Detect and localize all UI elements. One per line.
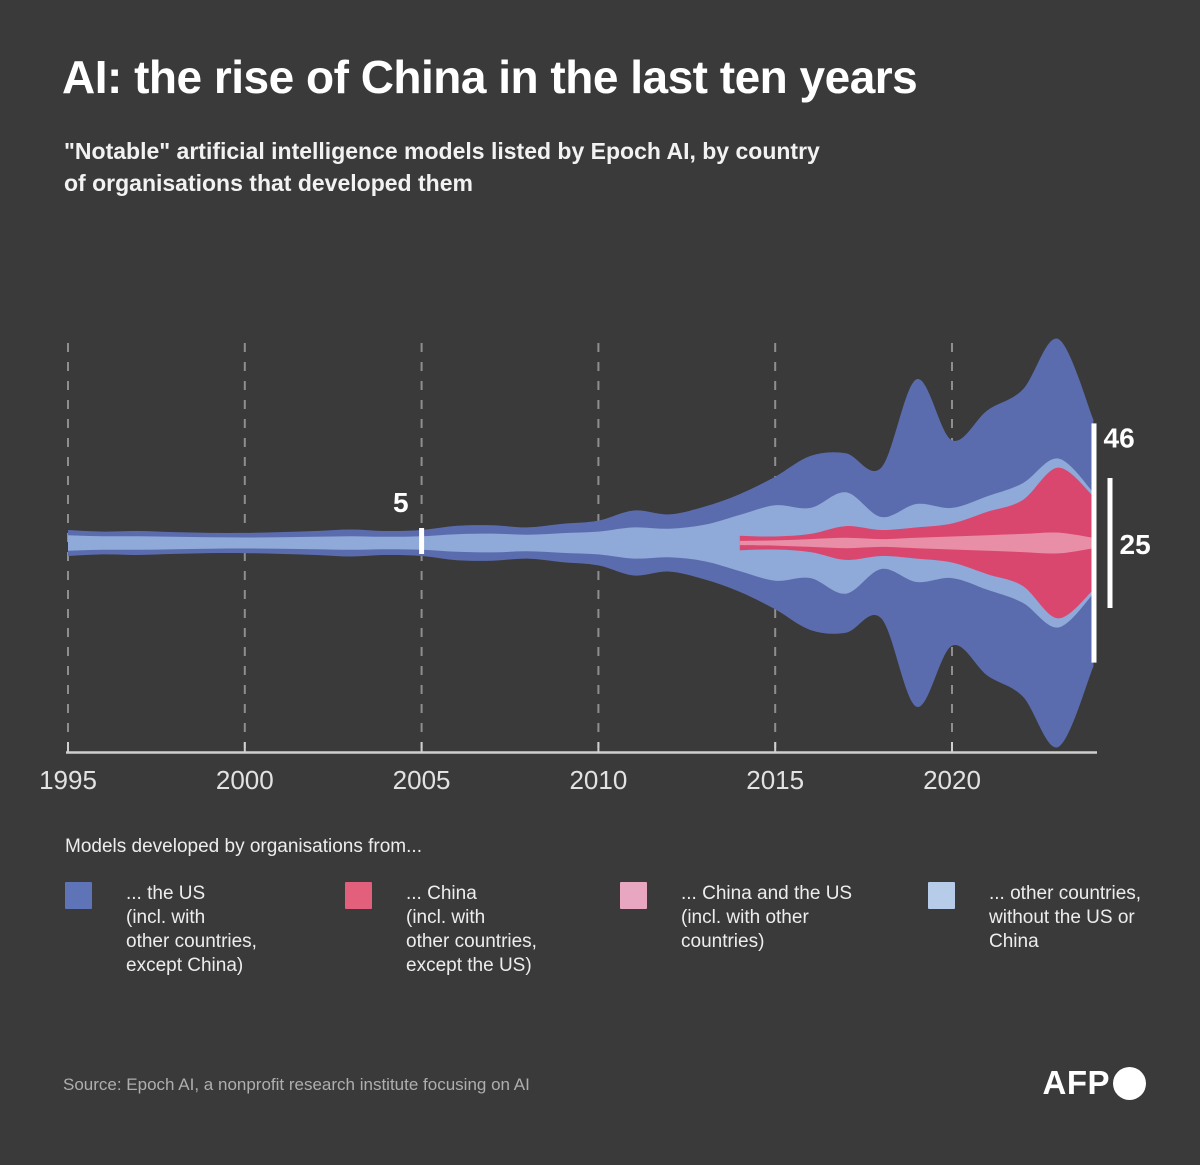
- x-tick-label: 2000: [216, 765, 274, 795]
- subtitle: "Notable" artificial intelligence models…: [64, 138, 820, 196]
- afp-logo-text: AFP: [1042, 1064, 1110, 1101]
- legend-item-other: ... other countries, without the US or C…: [928, 882, 1141, 954]
- source-credit: Source: Epoch AI, a nonprofit research i…: [63, 1075, 530, 1094]
- legend-item-label: ... the US (incl. with other countries, …: [126, 883, 257, 976]
- x-tick-label: 1995: [39, 765, 97, 795]
- stream-layer-china_us: [739, 532, 1094, 554]
- x-tick-label: 2005: [393, 765, 451, 795]
- legend-title: Models developed by organisations from..…: [65, 836, 422, 857]
- annotation-us-count: 46: [1104, 422, 1135, 453]
- legend-item-us: ... the US (incl. with other countries, …: [65, 882, 257, 978]
- annotation-china-count: 25: [1120, 529, 1151, 560]
- other-countries-swatch: [928, 882, 955, 909]
- annotation-2005-tick: [419, 528, 425, 554]
- annotation-2005-label: 5: [393, 487, 409, 518]
- legend-item-china-us: ... China and the US (incl. with other c…: [620, 882, 852, 954]
- china-swatch: [345, 882, 372, 909]
- x-tick-label: 2015: [746, 765, 804, 795]
- page-title: AI: the rise of China in the last ten ye…: [62, 51, 918, 103]
- x-tick-label: 2020: [923, 765, 981, 795]
- legend-item-label: ... China and the US (incl. with other c…: [681, 883, 853, 952]
- legend-item-china: ... China (incl. with other countries, e…: [345, 882, 537, 978]
- afp-logo: AFP: [1042, 1064, 1146, 1102]
- legend-item-label: ... China (incl. with other countries, e…: [406, 883, 537, 976]
- x-tick-label: 2010: [569, 765, 627, 795]
- annotation-china-bracket: [1107, 478, 1113, 608]
- us-swatch: [65, 882, 92, 909]
- stream-layer-other: [68, 458, 1094, 628]
- legend-item-label: ... other countries, without the US or C…: [989, 883, 1142, 952]
- afp-logo-circle-icon: [1113, 1066, 1146, 1100]
- china-us-swatch: [620, 882, 647, 909]
- annotation-us-bracket: [1091, 423, 1097, 663]
